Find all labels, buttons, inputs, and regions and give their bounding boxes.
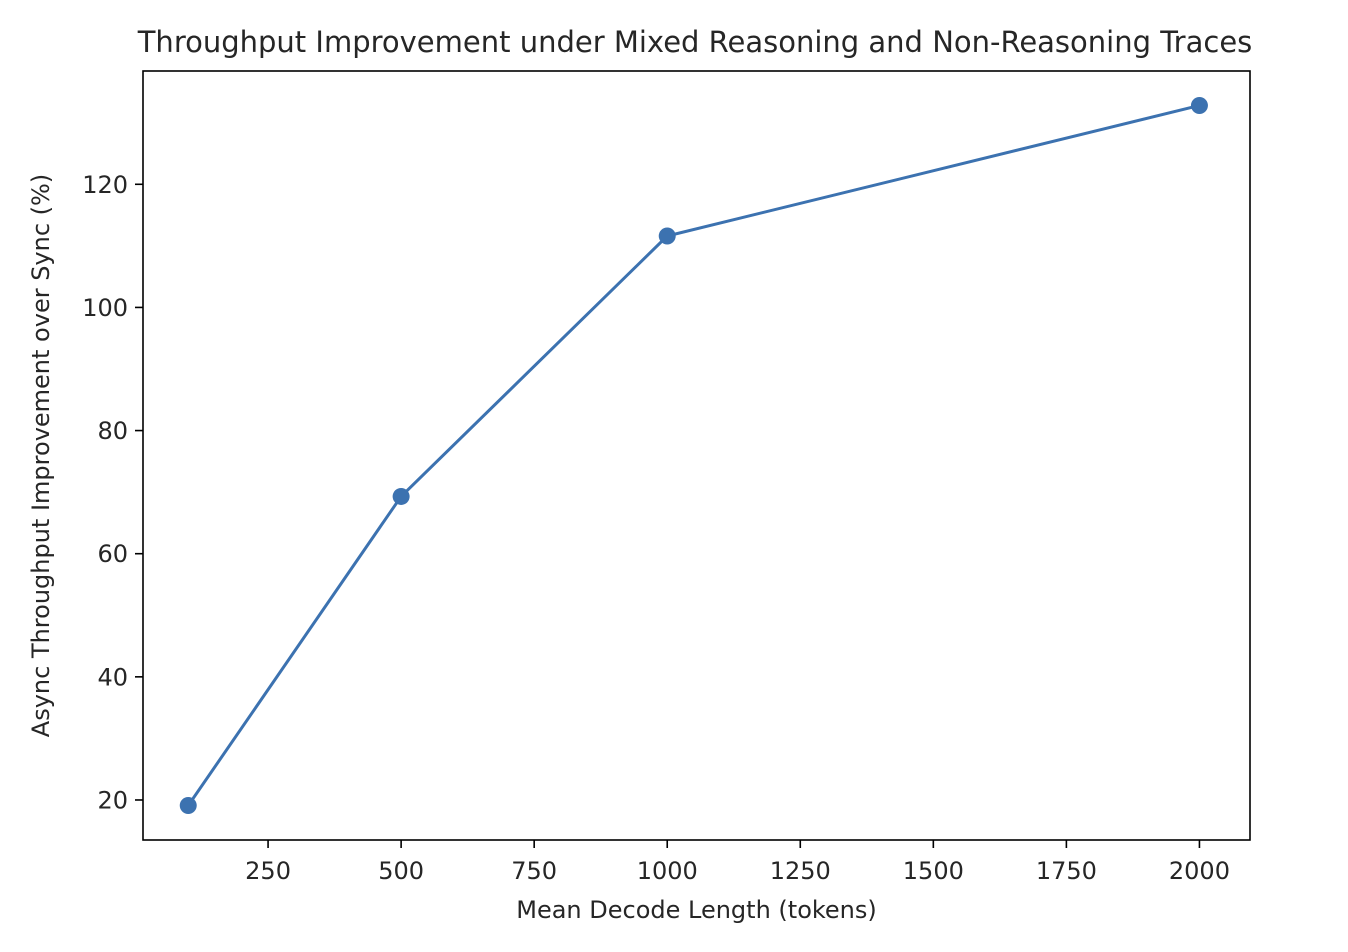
data-point [179,797,197,815]
y-tick-label: 120 [82,171,128,199]
y-tick-label: 40 [97,663,128,691]
series-line [186,103,1201,808]
x-tick-label: 750 [511,857,557,885]
data-point [1190,96,1208,114]
x-tick-label: 1000 [637,857,698,885]
y-axis-title: Async Throughput Improvement over Sync (… [27,174,55,737]
x-tick-label: 1500 [903,857,964,885]
x-tick-label: 1250 [770,857,831,885]
plot-area-frame [142,70,1251,841]
y-tick-label: 100 [82,294,128,322]
y-axis-ticks: 20 40 60 80 100 120 [82,171,143,814]
y-tick-label: 60 [97,540,128,568]
x-axis-title: Mean Decode Length (tokens) [516,896,877,924]
x-tick-label: 250 [245,857,291,885]
series-layer [179,96,1208,815]
chart-title: Throughput Improvement under Mixed Reaso… [137,25,1253,59]
data-point [392,487,410,505]
x-tick-label: 2000 [1169,857,1230,885]
x-tick-label: 1750 [1036,857,1097,885]
y-tick-label: 20 [97,786,128,814]
x-tick-label: 500 [378,857,424,885]
x-axis-ticks: 250 500 750 1000 1250 1500 1750 2000 [245,840,1230,885]
data-point [658,227,676,245]
y-tick-label: 80 [97,417,128,445]
